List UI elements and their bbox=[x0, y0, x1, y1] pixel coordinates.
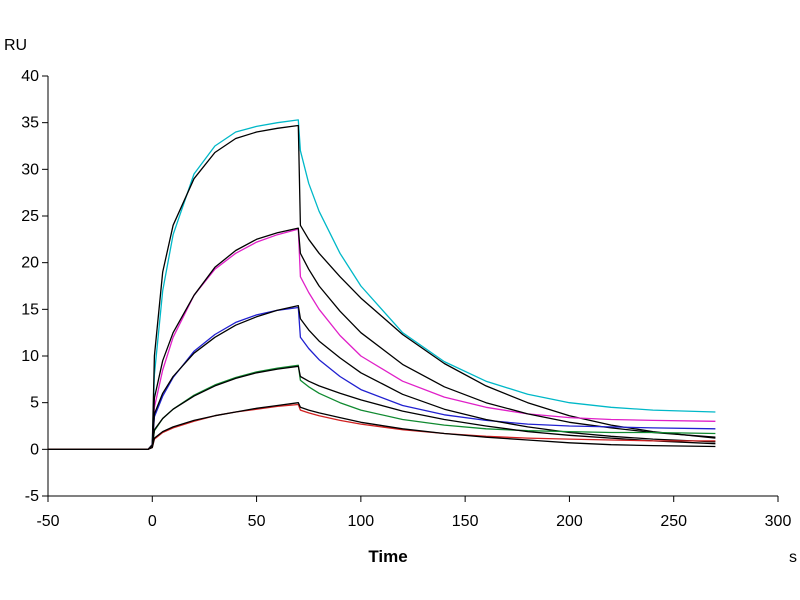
x-axis-title: Time bbox=[368, 547, 407, 566]
x-tick-label: 300 bbox=[765, 513, 792, 530]
y-tick-label: -5 bbox=[25, 488, 39, 505]
y-axis-unit-label: RU bbox=[4, 37, 27, 54]
series-line-6 bbox=[48, 304, 716, 450]
series-line-4 bbox=[48, 227, 716, 450]
y-tick-label: 15 bbox=[21, 301, 39, 318]
series-line-2 bbox=[48, 124, 716, 450]
x-tick-label: 200 bbox=[556, 513, 583, 530]
x-tick-label: 150 bbox=[452, 513, 479, 530]
y-tick-label: 5 bbox=[30, 395, 39, 412]
y-tick-label: 25 bbox=[21, 208, 39, 225]
x-tick-label: 50 bbox=[248, 513, 266, 530]
y-tick-label: 40 bbox=[21, 68, 39, 85]
series-line-5 bbox=[48, 306, 716, 450]
series-line-10 bbox=[48, 402, 716, 450]
series-layer bbox=[48, 119, 716, 450]
y-axis: -5 0 5 10 15 20 25 30 35 40 bbox=[21, 68, 49, 505]
series-line-8 bbox=[48, 365, 716, 450]
y-tick-label: 30 bbox=[21, 161, 39, 178]
x-tick-label: 100 bbox=[348, 513, 375, 530]
y-tick-label: 0 bbox=[30, 441, 39, 458]
x-axis: -50 0 50 100 150 200 250 300 bbox=[36, 495, 792, 530]
y-tick-label: 35 bbox=[21, 115, 39, 132]
y-tick-label: 20 bbox=[21, 255, 39, 272]
x-tick-label: -50 bbox=[36, 513, 59, 530]
series-line-3 bbox=[48, 228, 716, 450]
x-tick-label: 250 bbox=[660, 513, 687, 530]
x-axis-unit-label: s bbox=[789, 549, 797, 566]
x-tick-label: 0 bbox=[148, 513, 157, 530]
y-tick-label: 10 bbox=[21, 348, 39, 365]
series-line-1 bbox=[48, 119, 716, 450]
series-line-9 bbox=[48, 403, 716, 450]
